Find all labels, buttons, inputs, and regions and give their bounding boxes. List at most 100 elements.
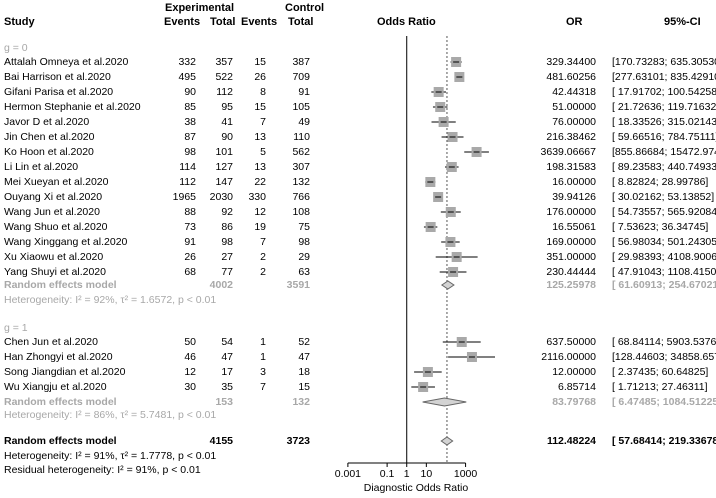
model-label: Random effects model bbox=[4, 279, 117, 291]
model-label: Random effects model bbox=[4, 396, 117, 408]
exp-events-value: 112 bbox=[179, 176, 196, 188]
header-ctl-events: Events bbox=[241, 16, 278, 28]
ctl-total-value: 105 bbox=[292, 101, 310, 113]
ci-value: [ 29.98393; 4108.90066] bbox=[612, 251, 716, 263]
model-or-value: 83.79768 bbox=[552, 396, 596, 408]
ctl-total-value: 52 bbox=[298, 336, 310, 348]
ctl-total-value: 75 bbox=[298, 221, 310, 233]
or-value: 39.94126 bbox=[552, 191, 596, 203]
ctl-events-value: 12 bbox=[254, 206, 266, 218]
exp-events-value: 12 bbox=[184, 366, 196, 378]
ctl-events-value: 15 bbox=[254, 101, 266, 113]
ci-value: [ 2.37435; 60.64825] bbox=[612, 366, 709, 378]
exp-events-value: 98 bbox=[184, 146, 196, 158]
ctl-total-value: 47 bbox=[298, 351, 310, 363]
ci-value: [ 7.53623; 36.34745] bbox=[612, 221, 709, 233]
ctl-total-value: 766 bbox=[292, 191, 310, 203]
study-name: Yang Shuyi et al.2020 bbox=[4, 266, 106, 278]
exp-total-value: 54 bbox=[221, 336, 233, 348]
study-name: Jin Chen et al.2020 bbox=[4, 131, 95, 143]
study-name: Han Zhongyi et al.2020 bbox=[4, 351, 113, 363]
or-value: 2116.00000 bbox=[541, 351, 596, 363]
model-ci-value: [ 61.60913; 254.67021] bbox=[612, 279, 716, 291]
ctl-total-value: 132 bbox=[292, 176, 310, 188]
ci-value: [ 21.72636; 119.71632] bbox=[612, 101, 716, 113]
ctl-events-value: 5 bbox=[260, 146, 266, 158]
ctl-events-value: 8 bbox=[260, 86, 266, 98]
exp-total-value: 92 bbox=[221, 206, 233, 218]
study-name: Xu Xiaowu et al.2020 bbox=[4, 251, 104, 263]
exp-total-value: 522 bbox=[215, 71, 233, 83]
header-ctl-total: Total bbox=[288, 16, 314, 28]
exp-events-value: 1965 bbox=[172, 191, 196, 203]
study-name: Bai Harrison et al.2020 bbox=[4, 71, 111, 83]
ci-value: [ 59.66516; 784.75111] bbox=[612, 131, 716, 143]
study-name: Wang Shuo et al.2020 bbox=[4, 221, 108, 233]
ctl-events-value: 19 bbox=[254, 221, 266, 233]
ctl-total-value: 91 bbox=[298, 86, 310, 98]
or-value: 230.44444 bbox=[546, 266, 596, 278]
model-exp-total: 153 bbox=[215, 396, 233, 408]
study-name: Attalah Omneya et al.2020 bbox=[4, 56, 129, 68]
ctl-total-value: 15 bbox=[298, 381, 310, 393]
exp-events-value: 114 bbox=[179, 161, 196, 173]
or-value: 76.00000 bbox=[552, 116, 596, 128]
ctl-events-value: 7 bbox=[260, 381, 266, 393]
subgroup-label: g = 1 bbox=[4, 322, 28, 334]
ctl-events-value: 1 bbox=[260, 336, 266, 348]
ci-value: [855.86684; 15472.97494] bbox=[612, 146, 716, 158]
ctl-total-value: 49 bbox=[298, 116, 310, 128]
study-name: Ouyang Xi et al.2020 bbox=[4, 191, 103, 203]
or-value: 169.00000 bbox=[546, 236, 596, 248]
ctl-events-value: 7 bbox=[260, 236, 266, 248]
exp-events-value: 495 bbox=[178, 71, 196, 83]
ci-value: [ 56.98034; 501.24305] bbox=[612, 236, 716, 248]
model-ci-value: [ 57.68414; 219.33678] bbox=[612, 435, 716, 447]
ctl-events-value: 2 bbox=[260, 251, 266, 263]
header-ci: 95%-CI bbox=[664, 16, 701, 28]
ctl-total-value: 110 bbox=[293, 131, 310, 143]
ctl-total-value: 98 bbox=[298, 236, 310, 248]
exp-total-value: 27 bbox=[221, 251, 233, 263]
study-name: Hermon Stephanie et al.2020 bbox=[4, 101, 141, 113]
exp-total-value: 101 bbox=[215, 146, 233, 158]
study-name: Li Lin et al.2020 bbox=[4, 161, 79, 173]
x-axis-label: Diagnostic Odds Ratio bbox=[363, 482, 469, 494]
exp-total-value: 35 bbox=[221, 381, 233, 393]
subgroup-label: g = 0 bbox=[4, 42, 28, 54]
or-value: 481.60256 bbox=[546, 71, 596, 83]
exp-total-value: 357 bbox=[215, 56, 233, 68]
ctl-total-value: 562 bbox=[292, 146, 310, 158]
ctl-total-value: 307 bbox=[292, 161, 310, 173]
header-odds-ratio: Odds Ratio bbox=[377, 16, 436, 28]
ci-value: [277.63101; 835.42910] bbox=[612, 71, 716, 83]
ctl-events-value: 22 bbox=[254, 176, 266, 188]
study-name: Wang Xinggang et al.2020 bbox=[4, 236, 128, 248]
exp-total-value: 47 bbox=[221, 351, 233, 363]
model-ci-value: [ 6.47485; 1084.51225] bbox=[612, 396, 716, 408]
ctl-events-value: 15 bbox=[254, 56, 266, 68]
exp-total-value: 90 bbox=[221, 131, 233, 143]
subgroup-summary-diamond bbox=[440, 280, 455, 290]
model-or-value: 125.25978 bbox=[546, 279, 596, 291]
exp-total-value: 147 bbox=[215, 176, 233, 188]
or-value: 329.34400 bbox=[546, 56, 596, 68]
model-ctl-total: 3723 bbox=[286, 435, 310, 447]
ci-value: [ 89.23583; 440.74933] bbox=[612, 161, 716, 173]
ctl-total-value: 18 bbox=[298, 366, 310, 378]
ci-value: [ 68.84114; 5903.53766] bbox=[612, 336, 716, 348]
study-name: Song Jiangdian et al.2020 bbox=[4, 366, 126, 378]
study-name: Wang Jun et al.2020 bbox=[4, 206, 100, 218]
exp-events-value: 46 bbox=[184, 351, 196, 363]
exp-events-value: 88 bbox=[184, 206, 196, 218]
subgroup-heterogeneity: Heterogeneity: I² = 92%, τ² = 1.6572, p … bbox=[4, 294, 217, 306]
ctl-total-value: 63 bbox=[298, 266, 310, 278]
study-name: Chen Jun et al.2020 bbox=[4, 336, 98, 348]
ci-value: [ 18.33526; 315.02143] bbox=[612, 116, 716, 128]
ctl-events-value: 1 bbox=[260, 351, 266, 363]
overall-summary-diamond bbox=[440, 436, 454, 446]
x-axis-tick-label: 0.001 bbox=[334, 468, 362, 480]
or-value: 51.00000 bbox=[552, 101, 596, 113]
